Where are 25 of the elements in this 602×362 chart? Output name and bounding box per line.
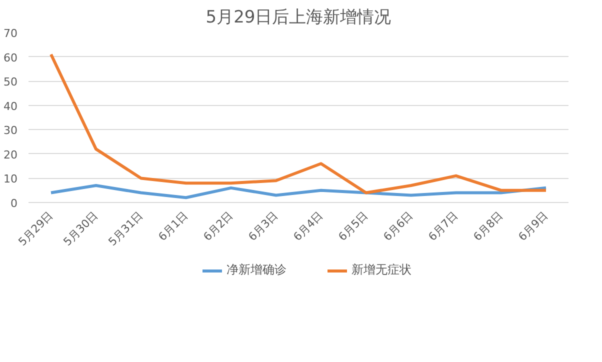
y-tick-label: 50	[4, 76, 18, 89]
x-tick-label: 6月1日	[156, 208, 191, 244]
x-tick-label: 6月6日	[380, 208, 416, 244]
x-tick-label: 6月5日	[336, 208, 371, 244]
y-tick-label: 30	[4, 124, 18, 138]
y-tick-label: 40	[4, 100, 18, 113]
legend-label: 新增无症状	[352, 262, 412, 278]
x-tick-label: 5月30日	[60, 208, 101, 248]
y-tick-label: 60	[4, 51, 18, 64]
y-tick-label: 70	[4, 27, 18, 40]
y-tick-label: 0	[10, 197, 18, 210]
y-tick-label: 20	[4, 148, 18, 162]
x-tick-label: 6月2日	[200, 208, 236, 244]
x-tick-label: 6月8日	[470, 208, 506, 244]
x-tick-label: 5月29日	[16, 208, 56, 248]
legend-label: 净新增确诊	[226, 262, 286, 278]
x-tick-label: 6月9日	[516, 208, 551, 244]
x-tick-label: 6月3日	[246, 208, 281, 244]
x-tick-label: 5月31日	[106, 208, 146, 248]
chart-title: 5月29日后上海新增情况	[206, 8, 392, 28]
x-tick-label: 6月4日	[290, 208, 326, 244]
x-tick-label: 6月7日	[426, 208, 461, 244]
line-series	[50, 52, 548, 194]
line-series	[50, 184, 548, 200]
y-tick-label: 10	[4, 172, 18, 186]
